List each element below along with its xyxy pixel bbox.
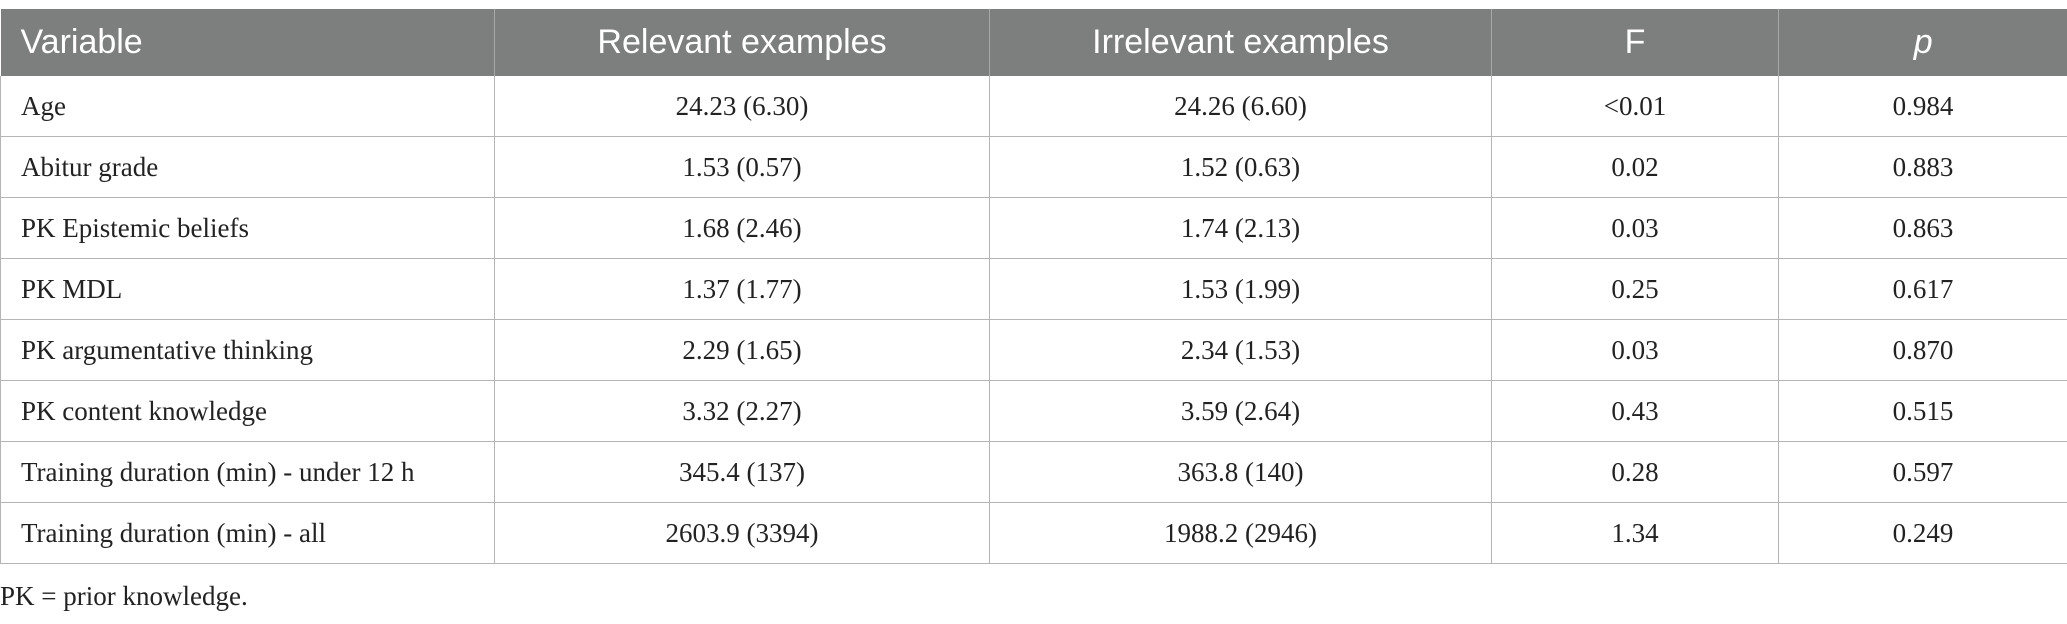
table-cell: 0.03 bbox=[1491, 319, 1779, 381]
table-cell: 0.43 bbox=[1491, 380, 1779, 442]
table-row: PK argumentative thinking 2.29 (1.65) 2.34… bbox=[0, 319, 2067, 381]
table-cell: 1.37 (1.77) bbox=[494, 258, 990, 320]
table-cell: PK MDL bbox=[0, 258, 495, 320]
table-cell: 1.53 (1.99) bbox=[989, 258, 1492, 320]
table-cell: 363.8 (140) bbox=[989, 441, 1492, 503]
table-cell: 1.34 bbox=[1491, 502, 1779, 564]
table-cell: 0.863 bbox=[1778, 197, 2067, 259]
table-cell: 0.02 bbox=[1491, 136, 1779, 198]
table-cell: 2.34 (1.53) bbox=[989, 319, 1492, 381]
table-cell: 0.249 bbox=[1778, 502, 2067, 564]
table-cell: 0.984 bbox=[1778, 76, 2067, 137]
table-row: Age 24.23 (6.30) 24.26 (6.60) <0.01 0.984 bbox=[0, 76, 2067, 137]
table-cell: 3.59 (2.64) bbox=[989, 380, 1492, 442]
table-cell: 0.03 bbox=[1491, 197, 1779, 259]
table-row: Training duration (min) - under 12 h 345.… bbox=[0, 441, 2067, 503]
table-cell: Abitur grade bbox=[0, 136, 495, 198]
table-cell: PK argumentative thinking bbox=[0, 319, 495, 381]
table-cell: 0.883 bbox=[1778, 136, 2067, 198]
table-cell: 2603.9 (3394) bbox=[494, 502, 990, 564]
table-cell: PK content knowledge bbox=[0, 380, 495, 442]
column-header: p bbox=[1778, 9, 2067, 76]
table-cell: Age bbox=[0, 76, 495, 137]
table-cell: 24.23 (6.30) bbox=[494, 76, 990, 137]
table-cell: 0.597 bbox=[1778, 441, 2067, 503]
table-cell: 0.515 bbox=[1778, 380, 2067, 442]
table-cell: 1.53 (0.57) bbox=[494, 136, 990, 198]
table-cell: 1.52 (0.63) bbox=[989, 136, 1492, 198]
table-body: Age 24.23 (6.30) 24.26 (6.60) <0.01 0.984 Abi… bbox=[0, 76, 2067, 564]
column-header: Variable bbox=[0, 9, 495, 76]
table-cell: 345.4 (137) bbox=[494, 441, 990, 503]
table-row: PK MDL 1.37 (1.77) 1.53 (1.99) 0.25 0.617 bbox=[0, 258, 2067, 320]
table-cell: 1.68 (2.46) bbox=[494, 197, 990, 259]
table: Variable Relevant examples Irrelevant exam… bbox=[0, 9, 2067, 564]
table-cell: 0.28 bbox=[1491, 441, 1779, 503]
table-cell: 1.74 (2.13) bbox=[989, 197, 1492, 259]
column-header: Irrelevant examples bbox=[989, 9, 1492, 76]
table-cell: 0.617 bbox=[1778, 258, 2067, 320]
table-cell: 1988.2 (2946) bbox=[989, 502, 1492, 564]
footnote: PK = prior knowledge. bbox=[0, 581, 248, 611]
table-cell: 2.29 (1.65) bbox=[494, 319, 990, 381]
table-cell: 24.26 (6.60) bbox=[989, 76, 1492, 137]
table-cell: Training duration (min) - all bbox=[0, 502, 495, 564]
table-cell: 0.870 bbox=[1778, 319, 2067, 381]
column-header: F bbox=[1491, 9, 1779, 76]
table-cell: <0.01 bbox=[1491, 76, 1779, 137]
table-cell: 3.32 (2.27) bbox=[494, 380, 990, 442]
header-row: Variable Relevant examples Irrelevant exam… bbox=[0, 9, 2067, 76]
table-row: Abitur grade 1.53 (0.57) 1.52 (0.63) 0.02 0.… bbox=[0, 136, 2067, 198]
table-cell: Training duration (min) - under 12 h bbox=[0, 441, 495, 503]
table-cell: 0.25 bbox=[1491, 258, 1779, 320]
table-row: PK Epistemic beliefs 1.68 (2.46) 1.74 (2.1… bbox=[0, 197, 2067, 259]
column-header: Relevant examples bbox=[494, 9, 990, 76]
table-row: PK content knowledge 3.32 (2.27) 3.59 (2.6… bbox=[0, 380, 2067, 442]
table-row: Training duration (min) - all 2603.9 (339… bbox=[0, 502, 2067, 564]
table-container: Variable Relevant examples Irrelevant exam… bbox=[0, 9, 2067, 564]
table-cell: PK Epistemic beliefs bbox=[0, 197, 495, 259]
